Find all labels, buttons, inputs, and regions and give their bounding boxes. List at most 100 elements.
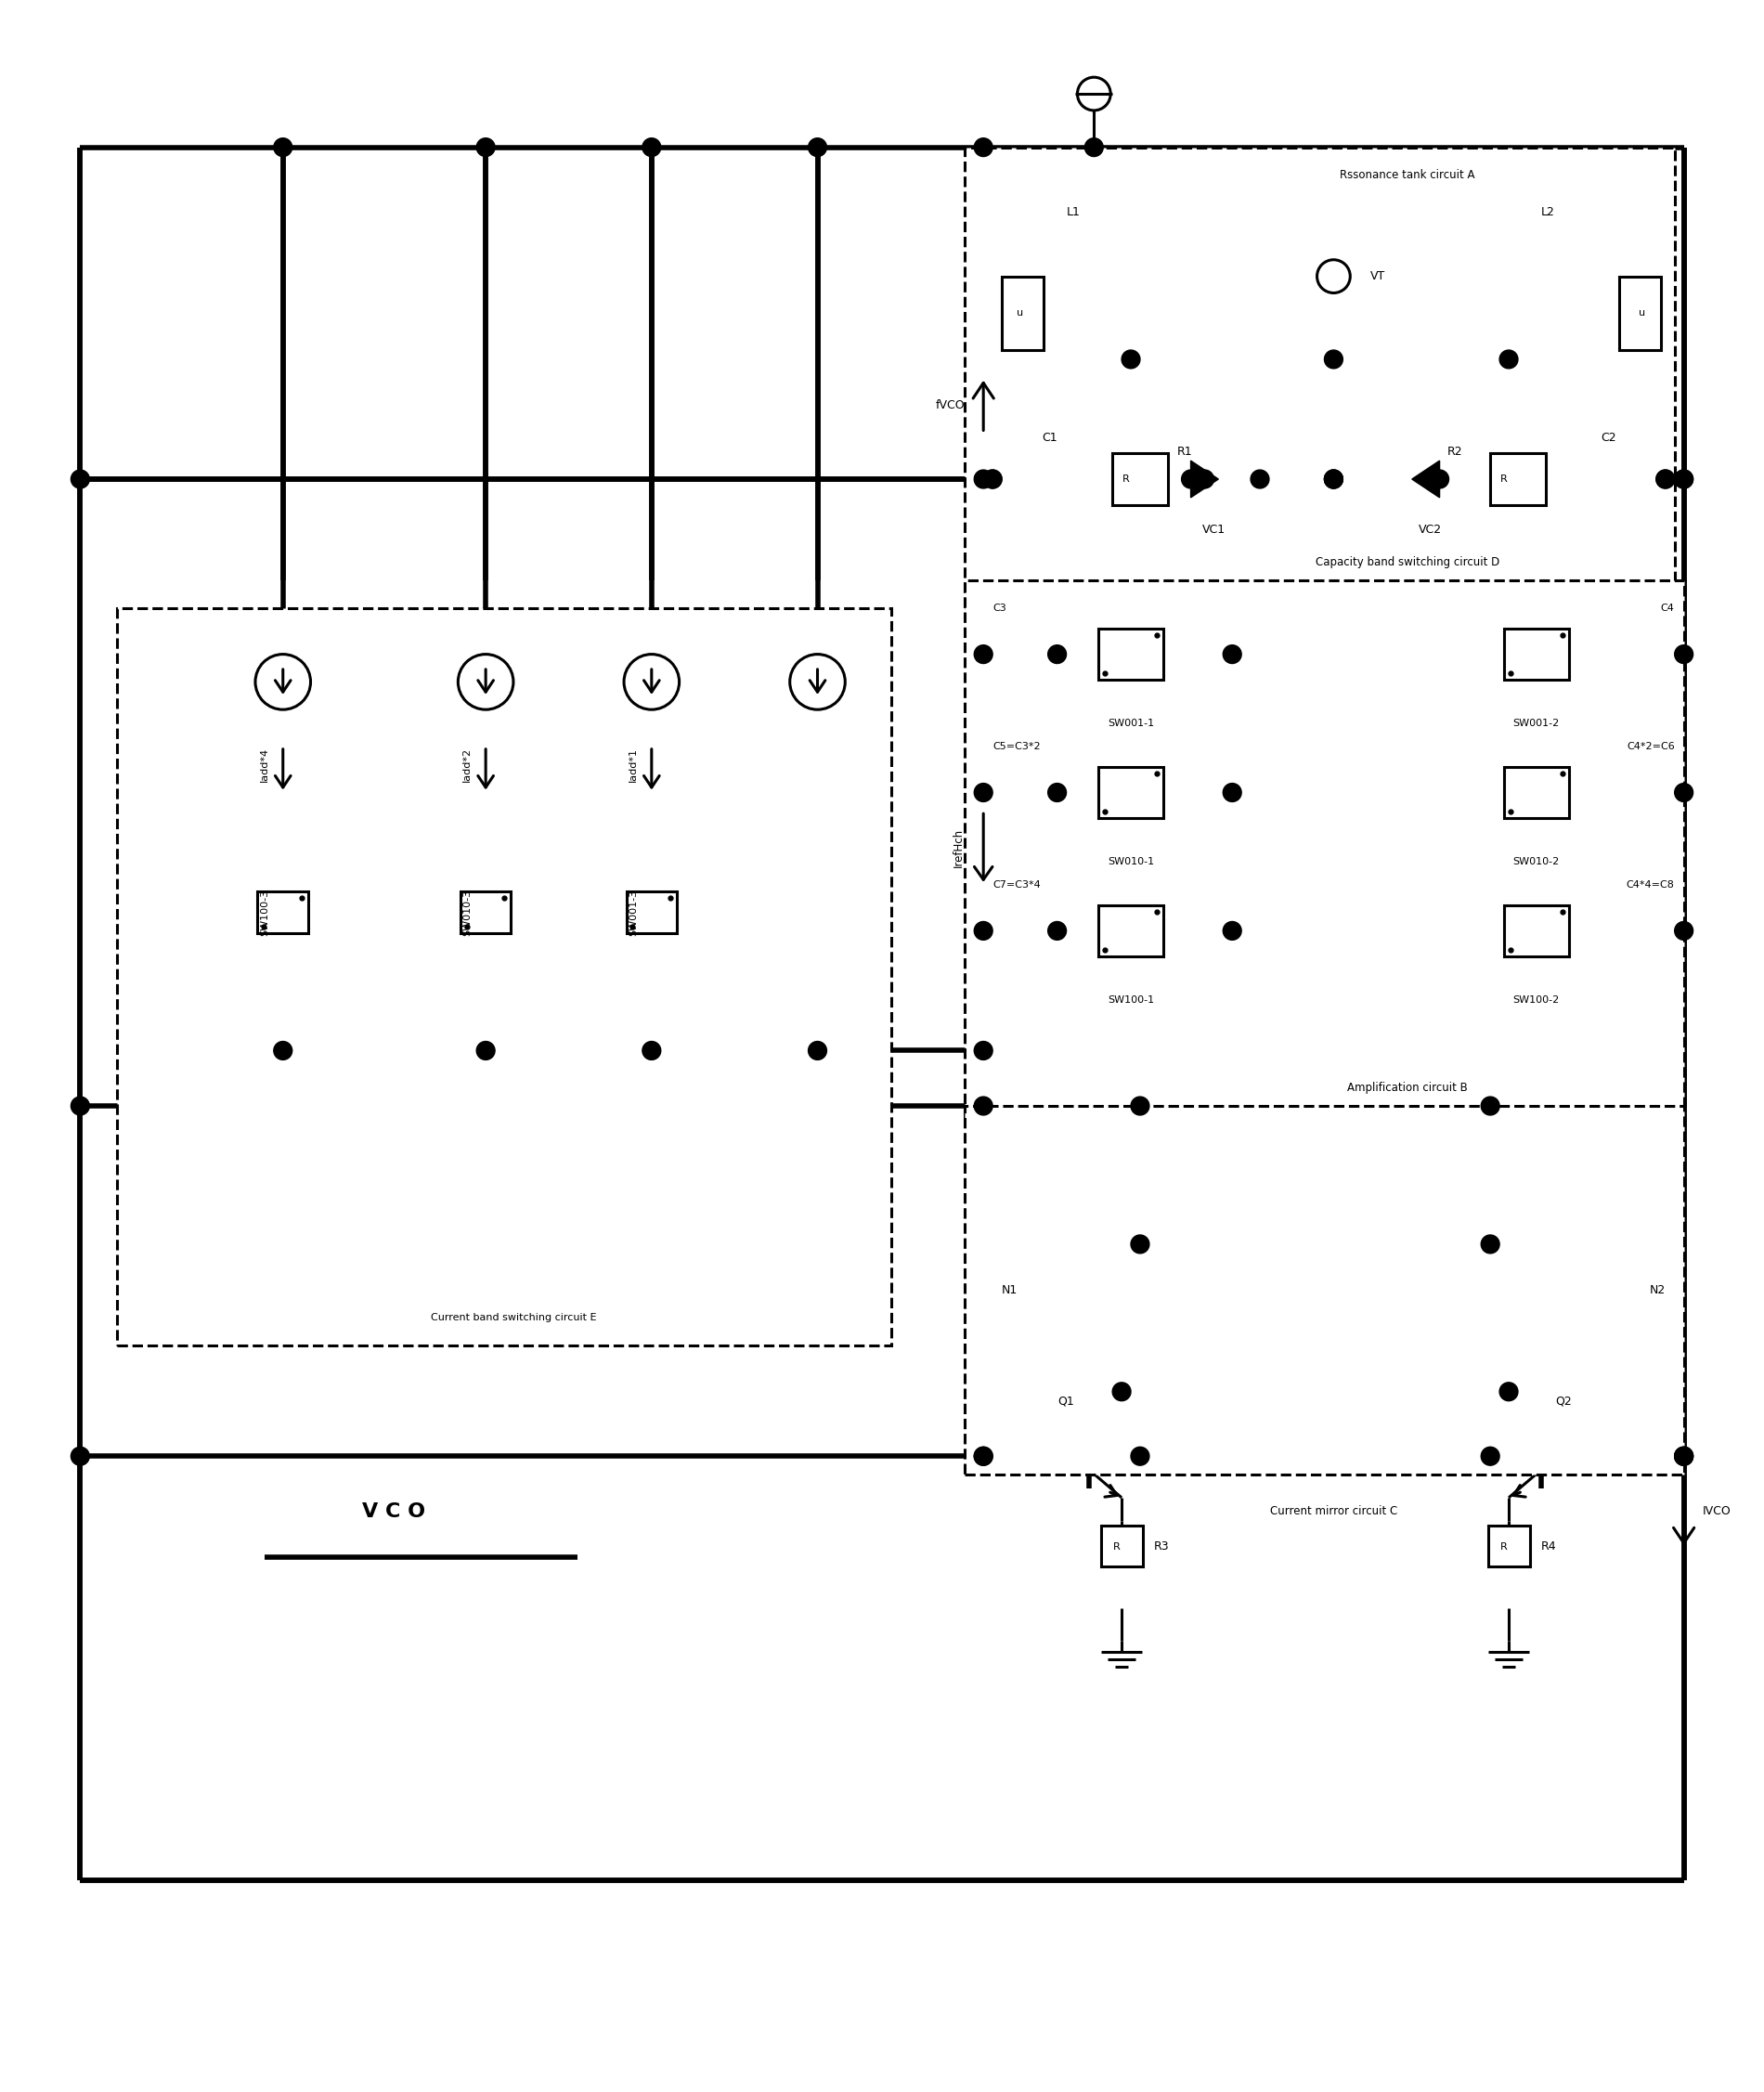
Text: IrefHch: IrefHch — [953, 828, 965, 868]
Text: R2: R2 — [1446, 446, 1462, 458]
Circle shape — [476, 1042, 496, 1061]
Text: u: u — [1016, 308, 1023, 318]
Text: Amplification circuit B: Amplification circuit B — [1348, 1082, 1468, 1094]
Text: SW010-2: SW010-2 — [1514, 858, 1559, 866]
Circle shape — [1482, 1096, 1499, 1115]
Circle shape — [974, 1096, 993, 1115]
Circle shape — [1325, 471, 1342, 487]
Circle shape — [974, 923, 993, 939]
Text: R4: R4 — [1542, 1540, 1556, 1552]
Bar — [626, 891, 677, 933]
Text: R3: R3 — [1154, 1540, 1170, 1552]
Text: C4*4=C8: C4*4=C8 — [1626, 881, 1674, 889]
Circle shape — [1656, 471, 1674, 487]
Circle shape — [1048, 782, 1065, 801]
Bar — [1099, 906, 1162, 956]
Text: C4: C4 — [1660, 602, 1674, 613]
Circle shape — [71, 1096, 90, 1115]
Text: L1: L1 — [1065, 205, 1080, 218]
Circle shape — [1122, 349, 1140, 368]
Circle shape — [808, 138, 827, 157]
Bar — [258, 891, 309, 933]
Circle shape — [974, 644, 993, 663]
Circle shape — [1182, 471, 1200, 487]
Text: N1: N1 — [1002, 1284, 1018, 1297]
Circle shape — [1674, 471, 1693, 487]
Text: SW001-3: SW001-3 — [628, 889, 639, 935]
Bar — [965, 1107, 1685, 1475]
Text: SW001-1: SW001-1 — [1108, 720, 1154, 728]
Circle shape — [974, 1448, 993, 1464]
Text: Rssonance tank circuit A: Rssonance tank circuit A — [1341, 169, 1475, 182]
Text: N2: N2 — [1649, 1284, 1665, 1297]
Circle shape — [1131, 1448, 1150, 1464]
Bar — [965, 579, 1685, 1123]
Bar — [1619, 276, 1660, 349]
Circle shape — [1131, 1096, 1150, 1115]
Text: Q1: Q1 — [1058, 1395, 1074, 1408]
Text: SW100-1: SW100-1 — [1108, 996, 1154, 1004]
Bar — [1489, 1525, 1529, 1567]
Text: SW010-1: SW010-1 — [1108, 858, 1154, 866]
Text: R: R — [1122, 475, 1129, 483]
Circle shape — [1325, 471, 1342, 487]
Circle shape — [273, 1042, 293, 1061]
Polygon shape — [1411, 460, 1439, 498]
Bar — [1505, 630, 1568, 680]
Text: R: R — [1113, 1542, 1120, 1550]
Circle shape — [1085, 138, 1102, 157]
Text: C3: C3 — [993, 602, 1005, 613]
Circle shape — [974, 471, 993, 487]
Circle shape — [983, 471, 1002, 487]
Circle shape — [1431, 471, 1448, 487]
Circle shape — [1674, 471, 1693, 487]
Circle shape — [1131, 1234, 1150, 1253]
Circle shape — [983, 471, 1002, 487]
Bar — [1491, 454, 1545, 504]
Text: Capacity band switching circuit D: Capacity band switching circuit D — [1316, 556, 1499, 569]
Circle shape — [273, 138, 293, 157]
Circle shape — [974, 782, 993, 801]
Text: Iadd*1: Iadd*1 — [628, 747, 639, 782]
Text: Q2: Q2 — [1556, 1395, 1572, 1408]
Text: fVCO: fVCO — [935, 400, 965, 412]
Text: u: u — [1639, 308, 1646, 318]
Circle shape — [1325, 349, 1342, 368]
Text: C2: C2 — [1602, 431, 1616, 444]
Bar — [1002, 276, 1043, 349]
Text: SW010-3: SW010-3 — [462, 889, 473, 935]
Text: VC1: VC1 — [1201, 523, 1226, 536]
Circle shape — [1325, 471, 1342, 487]
Circle shape — [1656, 471, 1674, 487]
Circle shape — [974, 1448, 993, 1464]
Text: R: R — [1501, 475, 1508, 483]
Text: L2: L2 — [1542, 205, 1554, 218]
Circle shape — [476, 138, 496, 157]
Circle shape — [1674, 1448, 1693, 1464]
Circle shape — [642, 1042, 662, 1061]
Circle shape — [1674, 923, 1693, 939]
Circle shape — [71, 1448, 90, 1464]
Text: Iadd*4: Iadd*4 — [259, 747, 270, 782]
Circle shape — [1222, 782, 1242, 801]
Circle shape — [1499, 349, 1519, 368]
Text: IVCO: IVCO — [1702, 1506, 1730, 1517]
Circle shape — [1113, 1383, 1131, 1402]
Text: VT: VT — [1371, 270, 1385, 282]
Text: V C O: V C O — [362, 1502, 425, 1521]
Polygon shape — [1191, 460, 1219, 498]
Circle shape — [1482, 1448, 1499, 1464]
Text: VC2: VC2 — [1418, 523, 1441, 536]
Bar — [1113, 454, 1168, 504]
Bar — [1099, 630, 1162, 680]
Circle shape — [808, 1042, 827, 1061]
Circle shape — [1674, 1448, 1693, 1464]
Circle shape — [974, 1042, 993, 1061]
Bar — [1505, 768, 1568, 818]
Bar — [1101, 1525, 1143, 1567]
Circle shape — [974, 138, 993, 157]
Circle shape — [642, 138, 662, 157]
Text: Iadd*2: Iadd*2 — [462, 747, 473, 782]
Text: R1: R1 — [1177, 446, 1192, 458]
Text: Current mirror circuit C: Current mirror circuit C — [1270, 1506, 1397, 1517]
